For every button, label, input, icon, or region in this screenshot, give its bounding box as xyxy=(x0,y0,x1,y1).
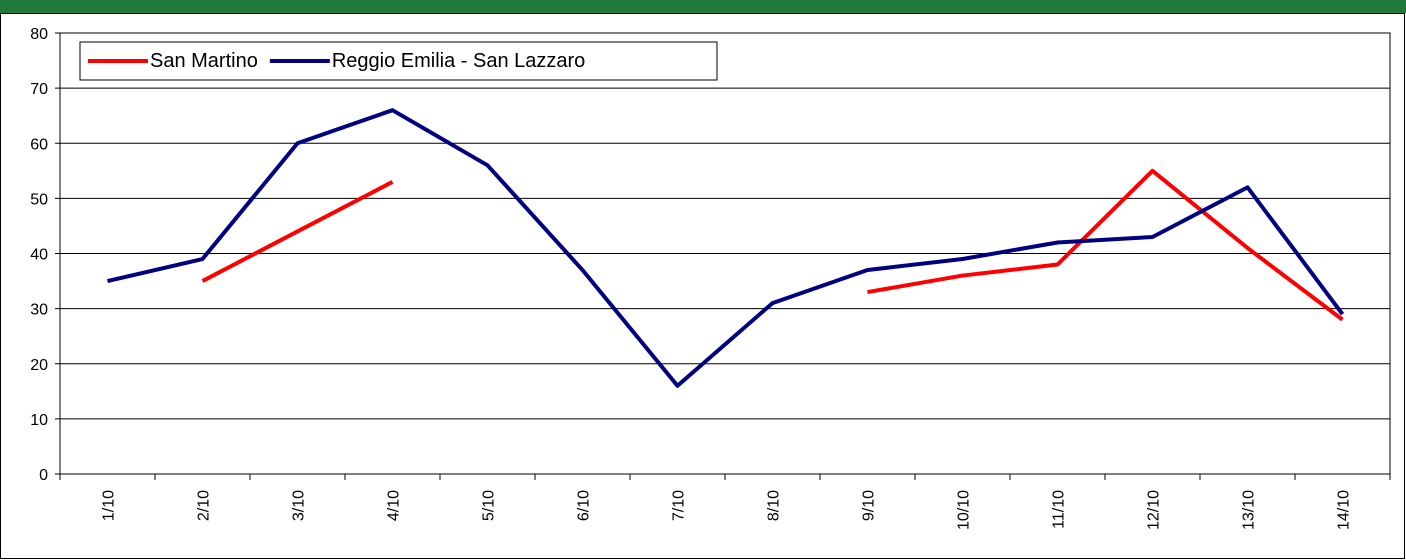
x-tick-label: 4/10 xyxy=(386,490,403,521)
y-tick-label: 50 xyxy=(30,191,48,208)
x-tick-label: 5/10 xyxy=(481,490,498,521)
chart-frame xyxy=(0,13,1405,559)
x-tick-label: 10/10 xyxy=(956,490,973,530)
x-tick-label: 8/10 xyxy=(766,490,783,521)
y-tick-label: 20 xyxy=(30,357,48,374)
x-tick-label: 2/10 xyxy=(196,490,213,521)
y-tick-label: 80 xyxy=(30,26,48,43)
x-tick-label: 12/10 xyxy=(1146,490,1163,530)
x-tick-label: 3/10 xyxy=(291,490,308,521)
y-tick-label: 10 xyxy=(30,412,48,429)
series-line xyxy=(107,108,1345,388)
y-tick-label: 60 xyxy=(30,136,48,153)
x-tick-label: 9/10 xyxy=(861,490,878,521)
legend-label: San Martino xyxy=(150,50,258,72)
x-tick-label: 7/10 xyxy=(671,490,688,521)
x-tick-label: 13/10 xyxy=(1241,490,1258,530)
x-tick-label: 11/10 xyxy=(1051,490,1068,529)
y-tick-label: 40 xyxy=(30,247,48,264)
series-line xyxy=(201,168,1344,322)
legend-box xyxy=(79,41,718,81)
x-tick-label: 1/10 xyxy=(101,490,118,521)
y-tick-label: 30 xyxy=(30,302,48,319)
y-tick-label: 0 xyxy=(39,467,48,484)
header-bar xyxy=(0,0,1406,13)
y-tick-label: 70 xyxy=(30,81,48,98)
x-tick-label: 6/10 xyxy=(576,490,593,521)
legend-label: Reggio Emilia - San Lazzaro xyxy=(332,50,585,72)
x-tick-label: 14/10 xyxy=(1336,490,1353,530)
